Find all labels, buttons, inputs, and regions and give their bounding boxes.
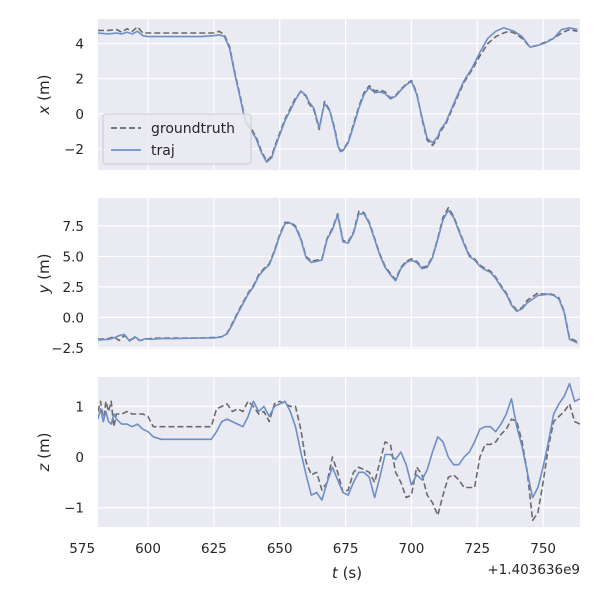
series-traj xyxy=(98,26,578,163)
y-tick-label: 0 xyxy=(75,450,84,466)
x-axis-label: t (s) xyxy=(332,564,362,582)
series-groundtruth xyxy=(98,26,578,162)
y-tick-label: −1 xyxy=(64,501,84,517)
legend-box xyxy=(102,113,252,165)
y-tick-label: 0.0 xyxy=(63,310,84,326)
x-tick-label: 675 xyxy=(333,541,359,557)
series-traj xyxy=(98,382,580,501)
x-tick-label: 725 xyxy=(464,541,490,557)
y-tick-label: 1 xyxy=(75,399,84,415)
y-tick-label: 0 xyxy=(75,107,84,123)
x-axis-var: t xyxy=(332,564,339,582)
y-axis-label: z (m) xyxy=(35,433,53,473)
y-tick-label: 7.5 xyxy=(63,219,84,235)
panel-y: −2.5 0.0 2.5 5.0 7.5 y (m) xyxy=(35,198,580,357)
x-tick-label: 700 xyxy=(399,541,425,557)
y-axis-var: z xyxy=(35,462,53,472)
plot-area xyxy=(98,377,580,527)
y-tick-label: 2.5 xyxy=(63,280,84,296)
series-groundtruth xyxy=(98,400,580,522)
y-tick-label: −2 xyxy=(64,142,84,158)
panel-x: −2 0 2 4 x (m) groundtruth traj xyxy=(35,19,580,170)
legend-label-traj: traj xyxy=(151,143,175,159)
x-tick-label: 750 xyxy=(530,541,556,557)
x-tick-label: 575 xyxy=(69,541,95,557)
y-axis-label: x (m) xyxy=(35,75,53,116)
y-tick-label: 2 xyxy=(75,72,84,88)
x-tick-label: 650 xyxy=(267,541,293,557)
x-tick-label: 625 xyxy=(201,541,227,557)
y-axis-label: y (m) xyxy=(35,254,53,295)
legend: groundtruth traj xyxy=(102,113,252,165)
x-tick-label: 600 xyxy=(135,541,161,557)
series-traj xyxy=(98,209,578,344)
y-axis-unit: (m) xyxy=(35,254,53,285)
y-axis-var: y xyxy=(35,283,53,294)
y-tick-label: 5.0 xyxy=(63,249,84,265)
y-axis-var: x xyxy=(35,105,53,115)
y-tick-label: −2.5 xyxy=(51,341,84,357)
y-tick-label: 4 xyxy=(75,37,84,53)
y-axis-unit: (m) xyxy=(35,75,53,106)
x-axis-unit: (s) xyxy=(338,564,362,582)
legend-label-groundtruth: groundtruth xyxy=(151,121,235,137)
panel-z: −1 0 1 z (m) 575 600 625 650 675 700 725 750 t (s) +1… xyxy=(35,377,580,582)
y-axis-unit: (m) xyxy=(35,433,53,464)
x-offset-label: +1.403636e9 xyxy=(487,562,580,578)
